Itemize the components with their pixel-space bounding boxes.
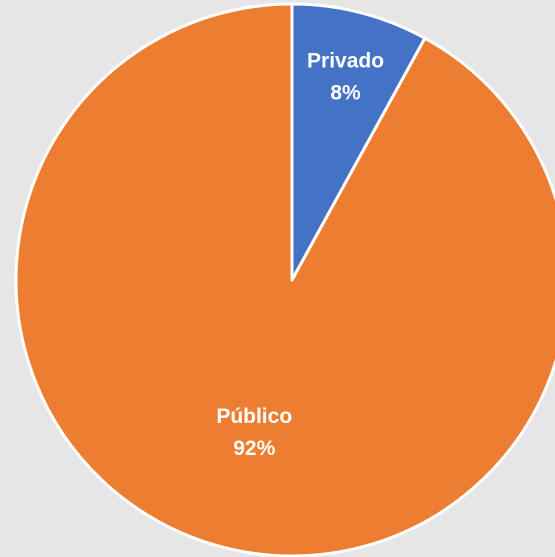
slice-label-value: 8%	[330, 81, 361, 104]
pie-slice-publico	[14, 2, 555, 557]
pie-slice-privado	[290, 2, 427, 282]
pie-slices	[14, 2, 555, 557]
slice-label-name: Privado	[307, 49, 384, 72]
slice-label-name: Público	[216, 405, 292, 428]
pie-labels: Privado 8% Público 92%	[216, 49, 384, 460]
slice-label-value: 92%	[233, 437, 275, 460]
